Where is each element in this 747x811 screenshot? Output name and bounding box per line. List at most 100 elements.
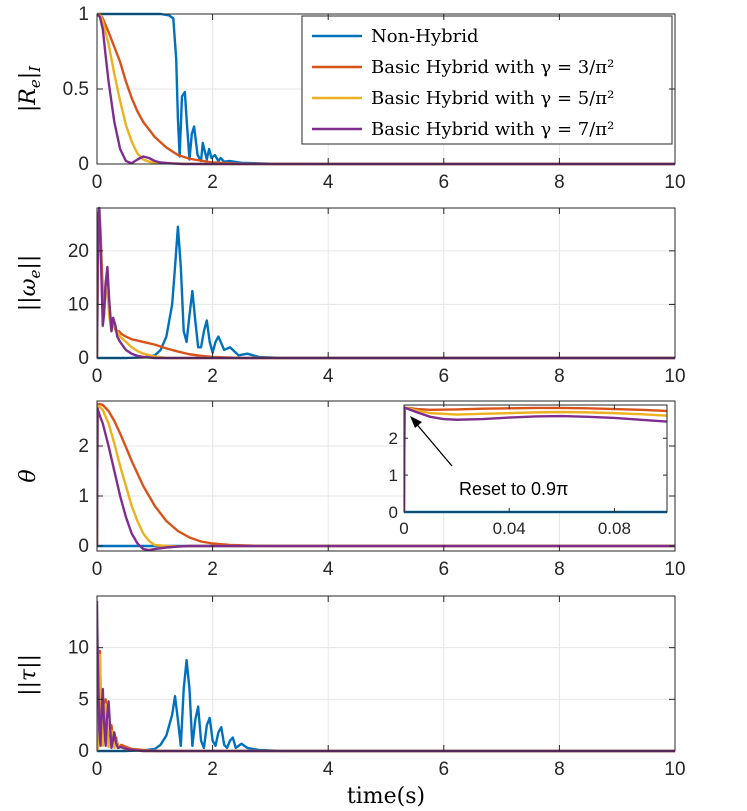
svg-text:||ωe||: ||ωe|| [16,255,44,311]
y-tick-label: 20 [68,241,89,262]
panel-torque: 0 2 4 6 8 10 0 5 10 ||τ|| time(s) [16,595,686,809]
inset-axes-box [403,404,668,513]
legend-label: Basic Hybrid with γ = 7/π² [371,119,614,140]
x-tick-label: 8 [554,759,565,780]
y-tick-labels: 0 10 20 [68,241,89,369]
y-tick-label: 10 [68,294,89,315]
legend-label: Basic Hybrid with γ = 5/π² [371,88,614,109]
series-hybrid-gamma-7 [97,206,675,360]
series-lines [97,402,675,552]
y-tick-labels: 0 5 10 [68,638,89,762]
tick-marks [96,596,676,752]
axes-box [96,207,676,359]
inset-plot: 0 0.04 0.08 0 1 2 Reset to 0.9π [389,404,668,538]
x-tick-label: 6 [439,559,450,580]
x-tick-label: 0.04 [493,519,526,538]
x-tick-label: 10 [664,759,685,780]
legend-item-non-hybrid: Non-Hybrid [312,26,479,47]
series-hybrid-gamma-7 [97,601,675,753]
x-tick-label: 4 [323,559,334,580]
x-tick-label: 10 [664,366,685,387]
x-tick-label: 0 [399,519,408,538]
series-non-hybrid [97,12,675,166]
y-axis-label: ||ωe|| [16,255,44,311]
series-lines [97,601,675,753]
axes-box [96,595,676,752]
series-non-hybrid [97,658,675,753]
y-tick-label: 1 [389,466,398,485]
legend: Non-Hybrid Basic Hybrid with γ = 3/π² Basi… [301,15,673,145]
x-tick-label: 2 [207,759,218,780]
x-tick-label: 8 [554,559,565,580]
y-tick-labels: 0 1 2 [78,436,89,557]
x-tick-label: 8 [554,366,565,387]
y-tick-label: 1 [78,4,89,25]
x-tick-labels: 0 2 4 6 8 10 [92,559,686,580]
svg-text:|Re|I: |Re|I [16,65,44,112]
x-tick-label: 0 [92,759,103,780]
y-tick-label: 2 [78,436,89,457]
inset-plot-area [404,405,667,512]
x-tick-label: 0.08 [598,519,631,538]
y-tick-label: 1 [78,486,89,507]
panel-theta: 0 2 4 6 8 10 0 1 2 θ 0 0.04 0.08 0 1 2 Reset to 0.9… [16,400,686,580]
tick-marks [96,401,676,551]
y-tick-label: 0 [78,348,89,369]
svg-text:θ: θ [16,469,41,482]
x-tick-label: 4 [323,172,334,193]
x-tick-label: 2 [207,172,218,193]
annotation-arrow-line [413,420,453,467]
panel-angular-velocity: 0 2 4 6 8 10 0 10 20 ||ωe|| [16,206,686,387]
reset-annotation: Reset to 0.9π [410,416,568,499]
y-tick-label: 2 [389,429,398,448]
y-tick-label: 0 [78,536,89,557]
x-tick-label: 0 [92,172,103,193]
y-tick-labels: 00.51 [63,4,89,175]
series-non-hybrid [97,225,675,360]
x-tick-labels: 0 2 4 6 8 10 [92,172,686,193]
series-hybrid-gamma-7 [404,406,667,513]
x-tick-label: 10 [664,172,685,193]
tick-marks [403,405,667,513]
annotation-arrowhead [410,416,422,428]
y-tick-label: 0 [78,741,89,762]
inset-y-tick-labels: 0 1 2 [389,429,398,522]
y-tick-label: 0 [389,503,398,522]
x-tick-label: 0 [92,366,103,387]
legend-label: Basic Hybrid with γ = 3/π² [371,57,614,78]
x-tick-label: 6 [439,366,450,387]
series-lines [97,12,675,166]
inset-x-tick-labels: 0 0.04 0.08 [399,519,631,538]
x-tick-label: 6 [439,759,450,780]
x-tick-label: 4 [323,366,334,387]
x-tick-label: 2 [207,559,218,580]
plot-area [97,596,675,751]
x-tick-labels: 0 2 4 6 8 10 [92,366,686,387]
x-tick-label: 8 [554,172,565,193]
x-axis-label: time(s) [347,784,425,809]
series-hybrid-gamma-3 [97,402,675,548]
legend-item-hybrid-gamma-7: Basic Hybrid with γ = 7/π² [312,119,614,140]
svg-text:||τ||: ||τ|| [16,654,41,696]
y-tick-label: 0 [78,154,89,175]
axes-box [96,400,676,552]
x-tick-label: 4 [323,759,334,780]
series-hybrid-gamma-5 [404,406,667,513]
x-tick-labels: 0 2 4 6 8 10 [92,759,686,780]
y-axis-label: ||τ|| [16,654,41,696]
series-hybrid-gamma-3 [97,12,675,166]
y-tick-label: 5 [78,689,89,710]
y-axis-label: θ [16,469,41,482]
y-tick-label: 10 [68,638,89,659]
x-tick-label: 10 [664,559,685,580]
y-tick-label: 0.5 [63,79,89,100]
x-tick-label: 2 [207,366,218,387]
tick-marks [96,208,676,359]
legend-item-hybrid-gamma-5: Basic Hybrid with γ = 5/π² [312,88,614,109]
series-hybrid-gamma-7 [97,407,675,552]
x-tick-label: 6 [439,172,450,193]
series-lines [97,206,675,360]
tick-marks [96,13,676,165]
